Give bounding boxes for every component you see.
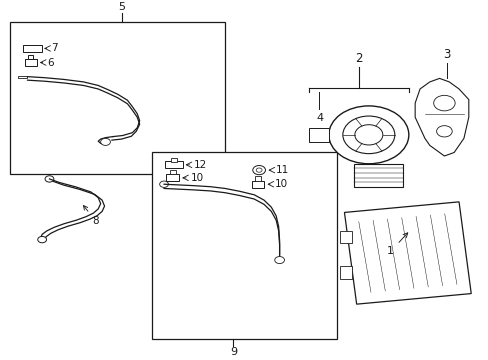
Circle shape (354, 125, 382, 145)
Text: 10: 10 (274, 179, 287, 189)
Bar (251, 181, 264, 188)
Circle shape (433, 95, 454, 111)
Bar (169, 170, 175, 174)
Text: 1: 1 (386, 233, 407, 256)
Text: 2: 2 (355, 52, 362, 66)
Text: 10: 10 (190, 173, 203, 183)
Text: 7: 7 (51, 44, 58, 53)
Bar (170, 158, 176, 162)
Text: 4: 4 (316, 113, 323, 123)
Circle shape (159, 181, 168, 188)
Bar (339, 231, 351, 243)
Bar (152, 153, 336, 339)
Bar (166, 174, 179, 181)
Text: 5: 5 (118, 3, 125, 13)
Bar (255, 176, 261, 181)
Polygon shape (344, 202, 470, 304)
FancyBboxPatch shape (164, 161, 183, 168)
Text: 12: 12 (194, 160, 207, 170)
Bar (339, 266, 351, 279)
Circle shape (342, 116, 394, 154)
Circle shape (252, 166, 265, 175)
Text: 8: 8 (83, 206, 99, 226)
Bar (309, 128, 328, 142)
Circle shape (45, 176, 54, 182)
Circle shape (256, 168, 262, 172)
Bar (25, 59, 37, 66)
Bar (353, 164, 402, 187)
Bar (18, 76, 26, 78)
Circle shape (436, 126, 451, 137)
Text: 3: 3 (442, 48, 449, 61)
Text: 11: 11 (275, 165, 288, 175)
Circle shape (101, 138, 110, 145)
Circle shape (274, 257, 284, 264)
Bar (28, 55, 33, 59)
FancyBboxPatch shape (22, 45, 42, 52)
Polygon shape (414, 78, 468, 156)
Circle shape (328, 106, 408, 164)
Bar (10, 22, 224, 174)
Text: 9: 9 (229, 347, 237, 357)
Circle shape (38, 237, 46, 243)
Text: 6: 6 (47, 58, 54, 68)
